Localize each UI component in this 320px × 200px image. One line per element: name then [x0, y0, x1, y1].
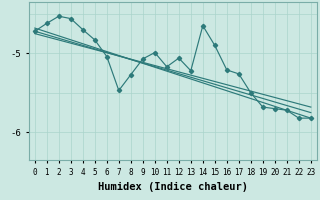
X-axis label: Humidex (Indice chaleur): Humidex (Indice chaleur)	[98, 182, 248, 192]
